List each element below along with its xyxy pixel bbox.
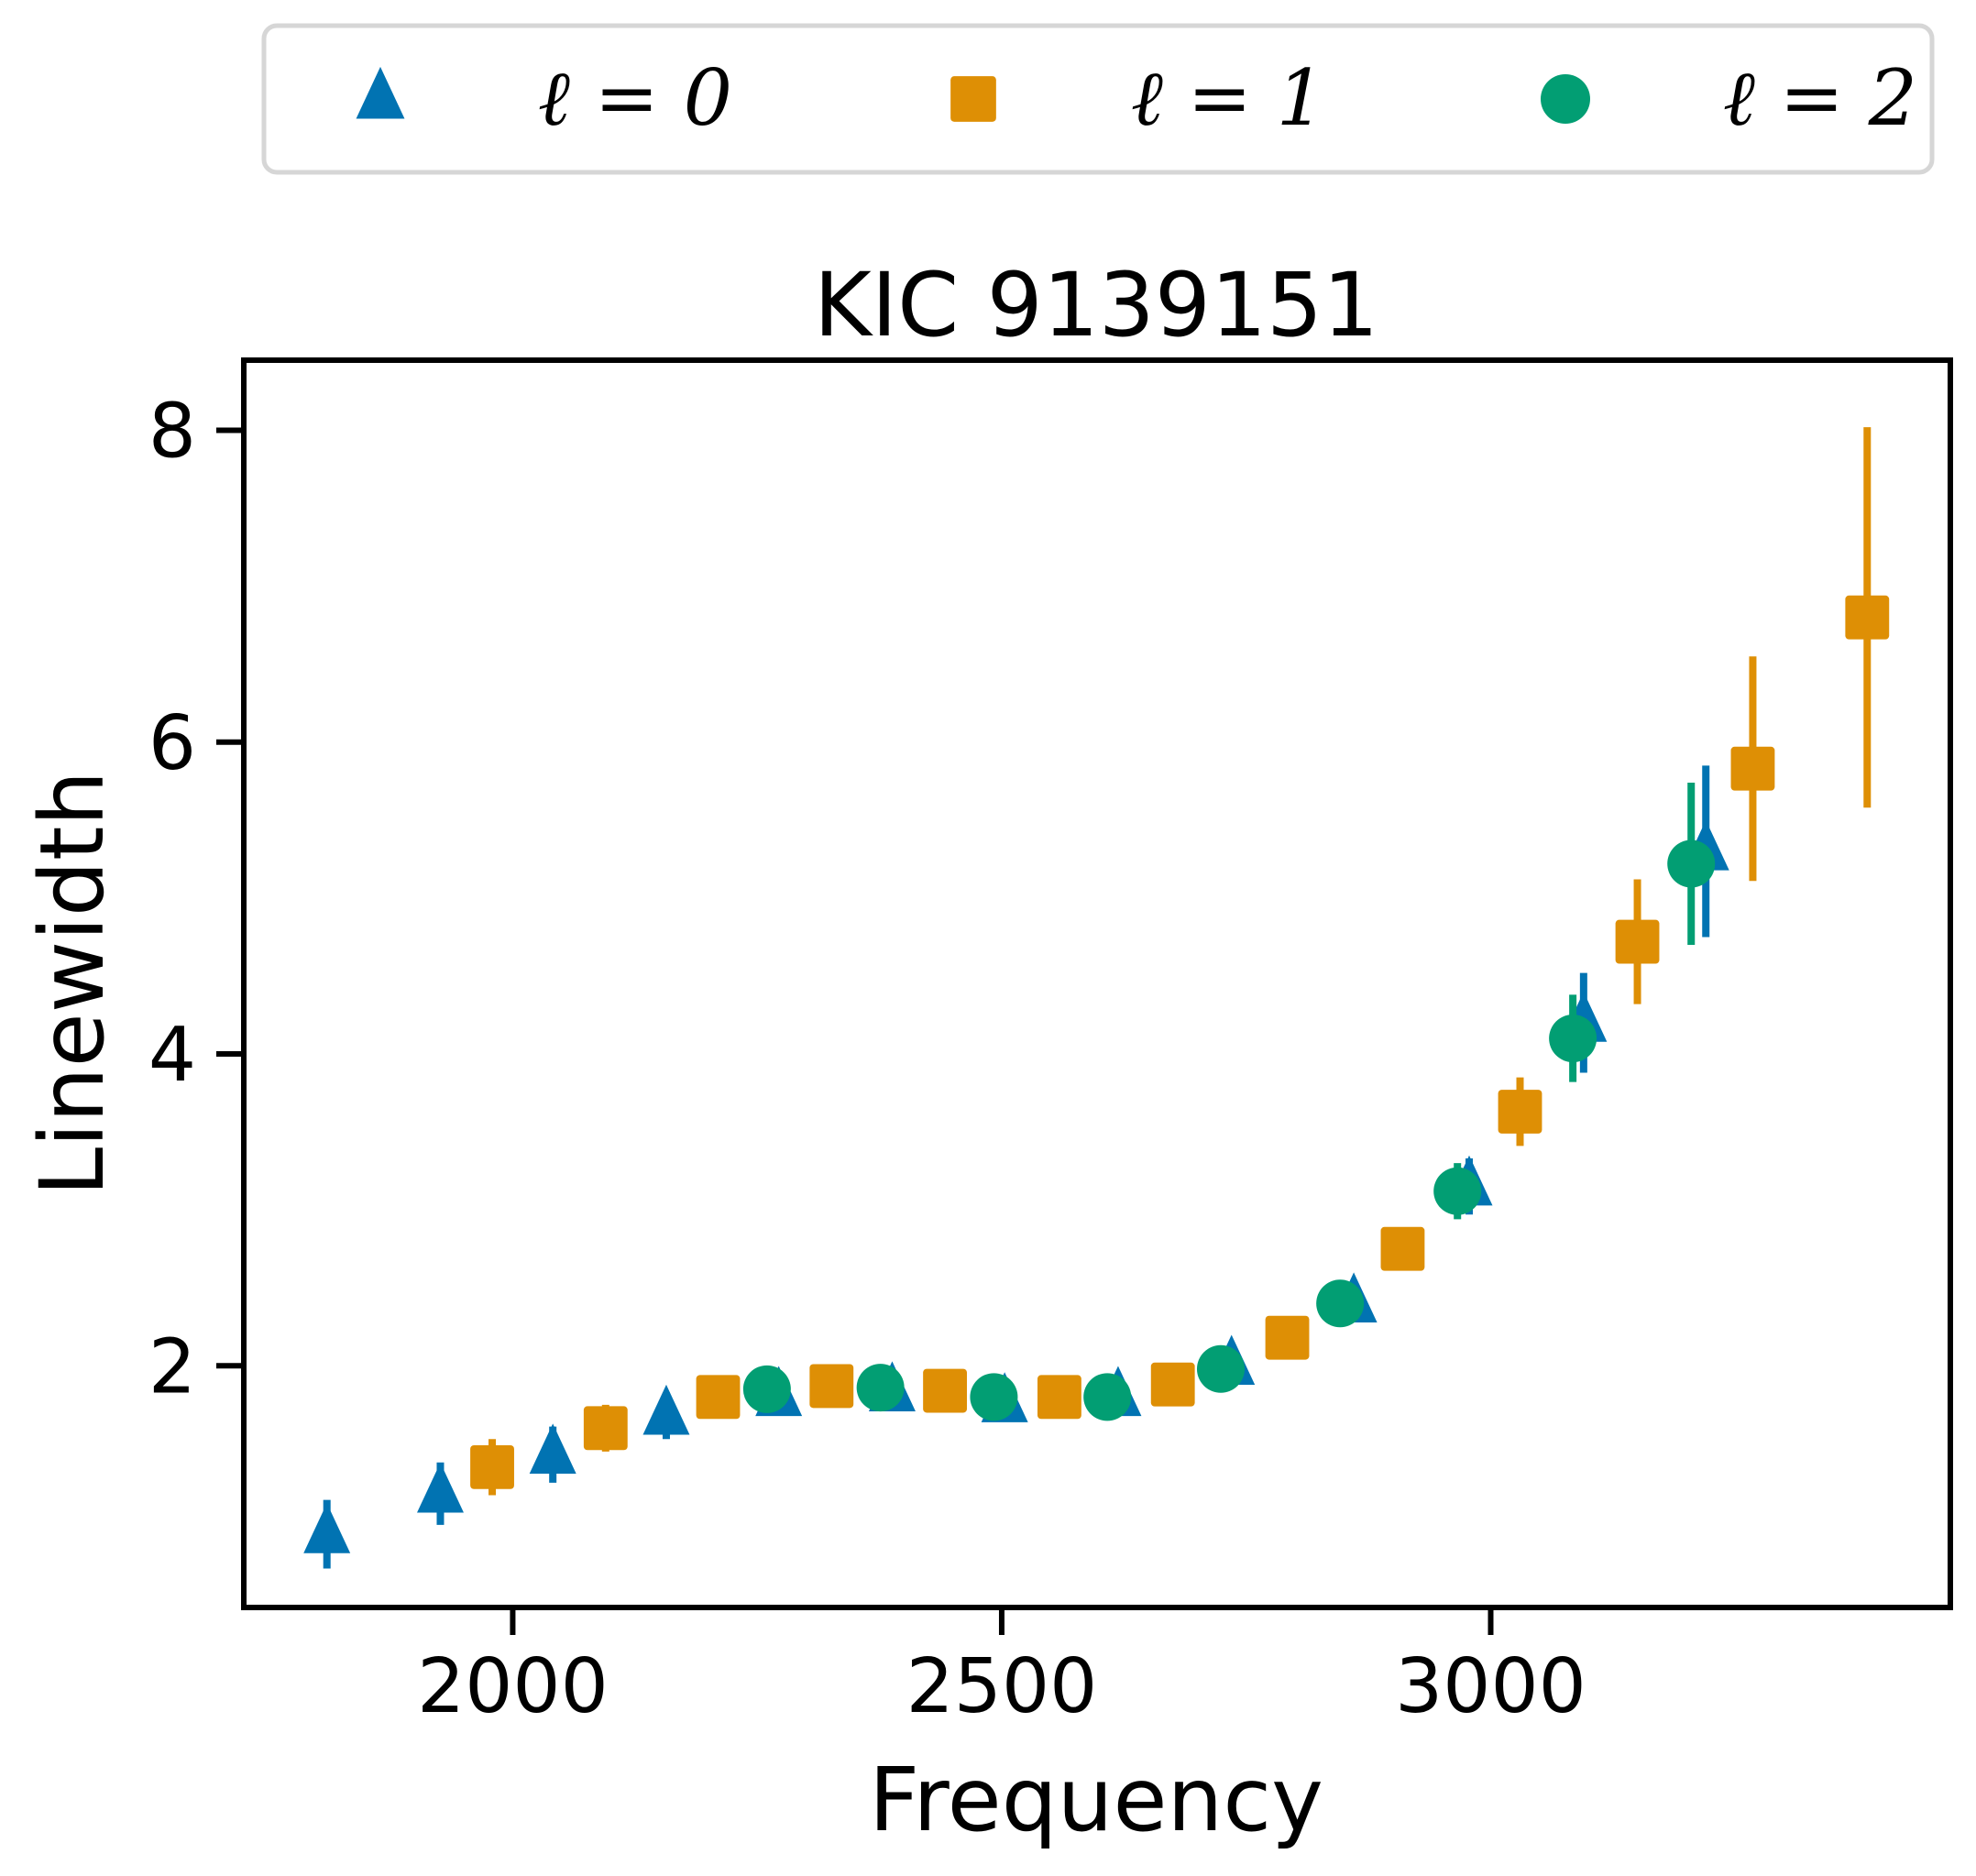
series-circle bbox=[742, 783, 1716, 1421]
data-point bbox=[1433, 1167, 1482, 1215]
chart-title: KIC 9139151 bbox=[814, 254, 1378, 357]
legend-label: ℓ = 0 bbox=[538, 53, 732, 143]
legend-frame bbox=[261, 23, 1935, 175]
data-point bbox=[1667, 839, 1716, 888]
data-point bbox=[303, 1503, 351, 1553]
data-point bbox=[1083, 1373, 1132, 1421]
x-tick-label: 3000 bbox=[1395, 1643, 1586, 1730]
data-point bbox=[1549, 1015, 1597, 1063]
data-point bbox=[1150, 1362, 1195, 1407]
legend-marker bbox=[1541, 74, 1590, 124]
data-point bbox=[1265, 1315, 1310, 1360]
y-tick-label: 8 bbox=[148, 389, 196, 476]
y-tick-label: 4 bbox=[148, 1012, 196, 1099]
data-point bbox=[809, 1364, 854, 1409]
data-point bbox=[696, 1375, 741, 1420]
data-point bbox=[529, 1423, 576, 1475]
data-point bbox=[583, 1406, 628, 1451]
y-tick-label: 6 bbox=[148, 700, 196, 787]
data-point bbox=[923, 1368, 967, 1413]
legend-label: ℓ = 1 bbox=[1131, 53, 1325, 143]
data-point bbox=[1196, 1344, 1245, 1393]
data-point bbox=[470, 1444, 514, 1489]
data-point bbox=[856, 1364, 905, 1412]
data-point bbox=[642, 1384, 690, 1435]
data-marks bbox=[303, 427, 1890, 1569]
y-axis-label: Linewidth bbox=[21, 771, 124, 1197]
y-tick-label: 2 bbox=[148, 1323, 196, 1410]
data-point bbox=[1845, 595, 1890, 640]
x-axis-label: Frequency bbox=[869, 1749, 1323, 1851]
series-triangle bbox=[303, 765, 1729, 1569]
data-point bbox=[1730, 746, 1775, 791]
legend-marker bbox=[950, 76, 996, 122]
data-point bbox=[970, 1373, 1018, 1421]
data-point bbox=[416, 1462, 464, 1513]
legend: ℓ = 0 ℓ = 1 ℓ = 2 bbox=[261, 23, 1935, 175]
data-point bbox=[1037, 1375, 1081, 1420]
legend-marker bbox=[356, 66, 405, 119]
data-point bbox=[1498, 1090, 1542, 1134]
data-point bbox=[1316, 1279, 1365, 1328]
legend-label: ℓ = 2 bbox=[1723, 53, 1917, 143]
data-point bbox=[742, 1365, 791, 1413]
x-tick-label: 2000 bbox=[417, 1643, 609, 1730]
axis-ticks: 2000 2500 3000 2 4 6 8 bbox=[148, 389, 1586, 1730]
data-point bbox=[1380, 1226, 1425, 1271]
plot-area bbox=[241, 357, 1953, 1610]
x-tick-label: 2500 bbox=[906, 1643, 1098, 1730]
series-square bbox=[470, 427, 1890, 1496]
data-point bbox=[1615, 919, 1660, 964]
